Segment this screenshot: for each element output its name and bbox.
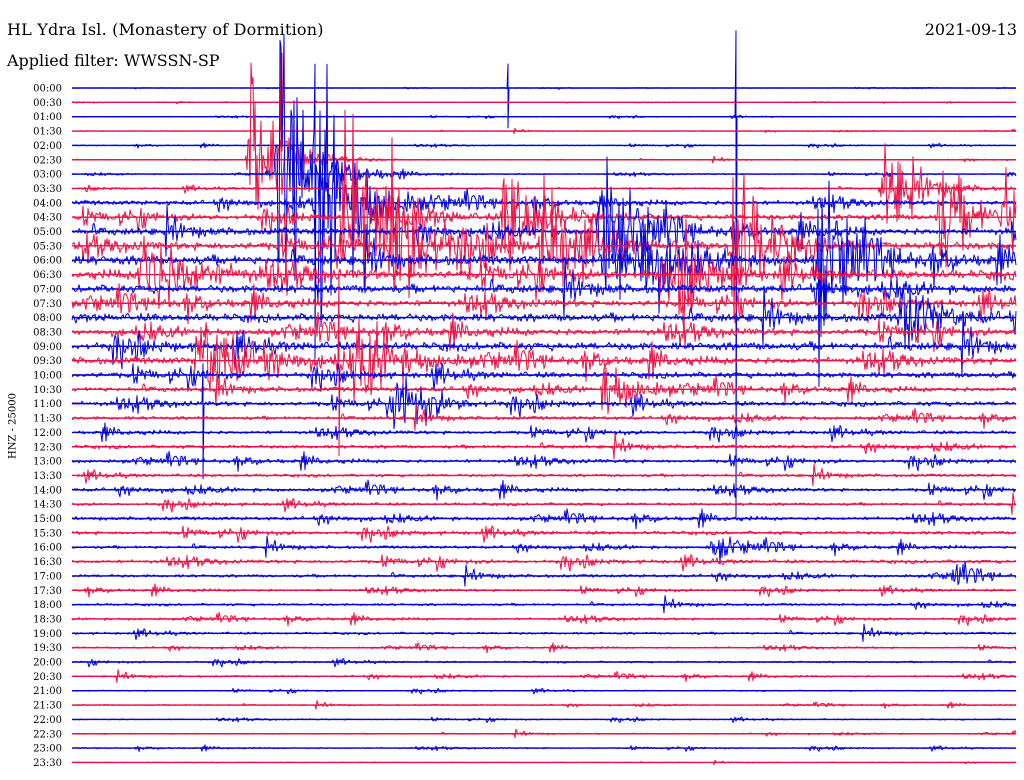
row-time-label: 20:30 [33, 672, 62, 683]
row-time-label: 14:30 [33, 500, 62, 511]
trace-row-1100 [71, 363, 1017, 480]
row-time-label: 14:00 [33, 485, 62, 496]
row-time-label: 12:00 [33, 428, 62, 439]
row-time-label: 09:30 [33, 356, 62, 367]
filter-label: Applied filter: WWSSN-SP [7, 51, 220, 70]
row-time-label: 12:30 [33, 442, 62, 453]
row-time-label: 13:30 [33, 471, 62, 482]
row-time-label: 19:30 [33, 643, 62, 654]
row-time-label: 11:30 [33, 414, 62, 425]
trace-row-0730 [71, 283, 1017, 325]
row-time-label: 13:00 [33, 457, 62, 468]
row-time-label: 11:00 [33, 399, 62, 410]
row-time-label: 17:00 [33, 571, 62, 582]
row-time-label: 15:30 [33, 528, 62, 539]
row-time-label: 06:30 [33, 270, 62, 281]
trace-row-0800 [71, 284, 1017, 349]
row-time-label: 07:00 [33, 284, 62, 295]
row-time-label: 02:00 [33, 141, 62, 152]
row-time-label: 03:00 [33, 170, 62, 181]
trace-row-0530 [71, 137, 1017, 320]
trace-row-1700 [71, 560, 1017, 587]
row-time-label: 22:00 [33, 715, 62, 726]
row-time-label: 02:30 [33, 155, 62, 166]
row-time-label: 08:00 [33, 313, 62, 324]
row-time-label: 18:00 [33, 600, 62, 611]
row-time-label: 21:00 [33, 686, 62, 697]
row-time-label: 18:30 [33, 614, 62, 625]
trace-row-1630 [71, 554, 1017, 572]
row-time-label: 01:00 [33, 112, 62, 123]
row-time-label: 22:30 [33, 729, 62, 740]
trace-row-1530 [71, 525, 1017, 544]
row-time-label: 20:00 [33, 658, 62, 669]
row-time-label: 05:30 [33, 241, 62, 252]
row-time-label: 00:30 [33, 98, 62, 109]
row-time-label: 04:30 [33, 213, 62, 224]
row-time-label: 08:30 [33, 327, 62, 338]
row-time-label: 06:00 [33, 256, 62, 267]
trace-row-0700 [71, 257, 1017, 319]
row-time-label: 17:30 [33, 586, 62, 597]
row-time-label: 15:00 [33, 514, 62, 525]
row-time-label: 10:00 [33, 371, 62, 382]
recording-date: 2021-09-13 [924, 20, 1017, 39]
row-time-label: 19:00 [33, 629, 62, 640]
row-time-label: 23:30 [33, 758, 62, 769]
row-time-label: 16:30 [33, 557, 62, 568]
row-time-label: 04:00 [33, 198, 62, 209]
station-title: HL Ydra Isl. (Monastery of Dormition) [7, 20, 324, 39]
row-time-label: 00:00 [33, 84, 62, 95]
row-time-label: 23:00 [33, 744, 62, 755]
row-time-label: 21:30 [33, 701, 62, 712]
row-time-label: 01:30 [33, 127, 62, 138]
row-time-label: 09:00 [33, 342, 62, 353]
row-time-label: 05:00 [33, 227, 62, 238]
trace-row-1600 [71, 535, 1017, 565]
row-time-label: 16:00 [33, 543, 62, 554]
row-time-label: 07:30 [33, 299, 62, 310]
trace-row-0000 [72, 63, 1017, 129]
row-time-label: 03:30 [33, 184, 62, 195]
row-time-label: 10:30 [33, 385, 62, 396]
